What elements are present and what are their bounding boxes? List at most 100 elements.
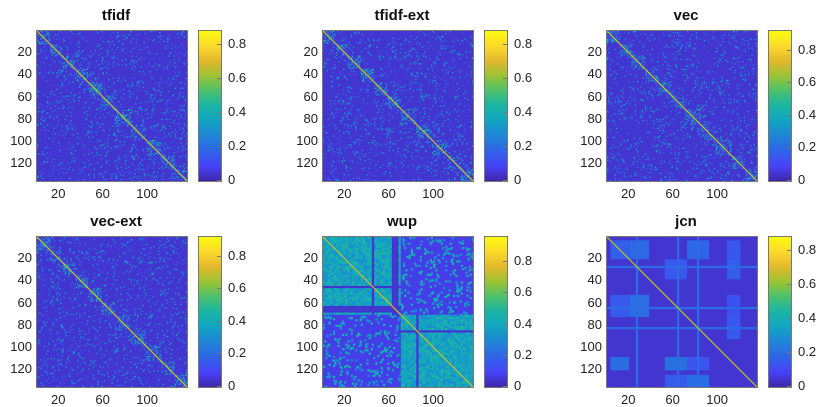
heatmap-cell (391, 162, 392, 163)
heatmap-cell (745, 144, 746, 145)
heatmap-cell (410, 113, 411, 114)
heatmap-cell (339, 130, 340, 131)
heatmap-cell (71, 161, 72, 162)
heatmap-cell (168, 155, 169, 156)
heatmap-cell (670, 111, 671, 112)
heatmap-cell (412, 129, 413, 130)
heatmap-cell (46, 107, 47, 108)
heatmap-cell (432, 48, 433, 49)
heatmap-cell (726, 133, 727, 134)
heatmap-cell (119, 52, 120, 53)
heatmap-cell (89, 89, 90, 90)
heatmap-cell (136, 42, 137, 43)
heatmap-cell (171, 95, 172, 96)
heatmap-cell (158, 148, 159, 149)
heatmap-cell (351, 50, 352, 51)
heatmap-cell (40, 38, 41, 39)
heatmap-cell (334, 35, 335, 36)
heatmap-cell (90, 88, 91, 89)
heatmap-cell (121, 121, 122, 122)
heatmap-cell (161, 158, 162, 159)
heatmap-cell (176, 177, 177, 178)
heatmap-cell (361, 153, 362, 154)
heatmap-cell (446, 144, 447, 145)
heatmap-cell (427, 41, 428, 42)
heatmap-cell (452, 103, 453, 104)
heatmap-cell (626, 167, 627, 168)
heatmap-cell (344, 54, 345, 55)
heatmap-cell (679, 112, 680, 113)
heatmap-cell (141, 133, 142, 134)
heatmap-cell (379, 53, 380, 54)
heatmap-cell (131, 110, 132, 111)
heatmap-cell (375, 127, 376, 128)
heatmap-cell (356, 139, 357, 140)
heatmap-cell (720, 130, 721, 131)
heatmap-cell (395, 169, 396, 170)
heatmap-cell (614, 158, 615, 159)
heatmap-cell (359, 142, 360, 143)
heatmap-cell (738, 48, 739, 49)
heatmap-cell (115, 98, 116, 99)
heatmap-cell (619, 179, 620, 180)
heatmap-cell (623, 67, 624, 68)
heatmap-cell (49, 103, 50, 104)
heatmap-cell (347, 131, 348, 132)
heatmap-cell (59, 145, 60, 146)
heatmap-cell (349, 68, 350, 69)
heatmap-cell (79, 78, 80, 79)
heatmap-cell (726, 140, 727, 141)
heatmap-cell (113, 95, 114, 96)
heatmap-cell (627, 169, 628, 170)
colorbar (198, 30, 222, 182)
heatmap-cell (39, 43, 40, 44)
heatmap-cell (93, 71, 94, 72)
heatmap-cell (339, 100, 340, 101)
heatmap-cell (125, 160, 126, 161)
heatmap-cell (363, 102, 364, 103)
heatmap-cell (359, 157, 360, 158)
heatmap-cell (45, 50, 46, 51)
heatmap-cell (176, 138, 177, 139)
heatmap-cell (669, 161, 670, 162)
heatmap-cell (154, 152, 155, 153)
heatmap-cell (356, 60, 357, 61)
heatmap-cell (670, 148, 671, 149)
heatmap-cell (171, 160, 172, 161)
heatmap-cell (153, 141, 154, 142)
heatmap-cell (54, 115, 55, 116)
heatmap-cell (449, 167, 450, 168)
heatmap-cell (728, 40, 729, 41)
heatmap-cell (445, 151, 446, 152)
heatmap-cell (400, 153, 401, 154)
heatmap-cell (747, 129, 748, 130)
heatmap-cell (329, 177, 330, 178)
heatmap-cell (106, 108, 107, 109)
heatmap-cell (50, 51, 51, 52)
heatmap-cell (333, 43, 334, 44)
heatmap-cell (117, 131, 118, 132)
heatmap-cell (56, 48, 57, 49)
heatmap-cell (717, 50, 718, 51)
heatmap-cell (136, 118, 137, 119)
heatmap-cell (724, 34, 725, 35)
heatmap-cell (399, 100, 400, 101)
heatmap-cell (130, 112, 131, 113)
heatmap-cell (342, 47, 343, 48)
heatmap-cell (447, 179, 448, 180)
heatmap-cell (424, 108, 425, 109)
heatmap-cell (37, 37, 38, 38)
heatmap-cell (116, 117, 117, 118)
heatmap-cell (405, 149, 406, 150)
heatmap-cell (107, 142, 108, 143)
heatmap-cell (65, 45, 66, 46)
heatmap-cell (424, 44, 425, 45)
heatmap-cell (357, 162, 358, 163)
heatmap-cell (462, 178, 463, 179)
heatmap-cell (101, 102, 102, 103)
heatmap-cell (745, 127, 746, 128)
heatmap-cell (651, 59, 652, 60)
heatmap-cell (467, 41, 468, 42)
heatmap-cell (356, 67, 357, 68)
heatmap-cell (620, 134, 621, 135)
